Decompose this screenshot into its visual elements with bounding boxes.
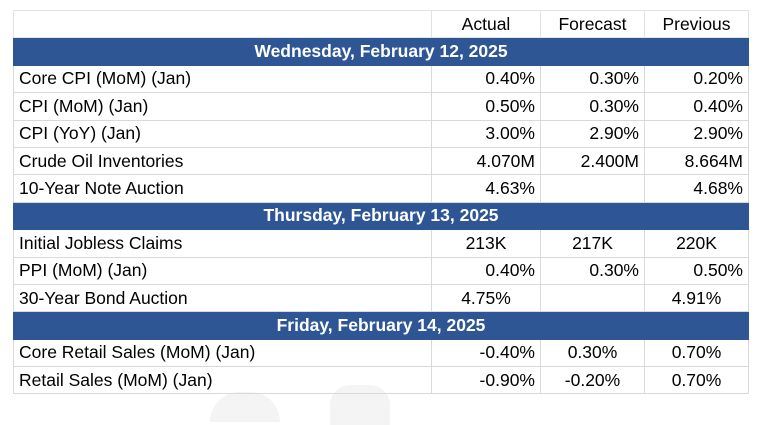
date-header-row: Thursday, February 13, 2025 xyxy=(13,201,749,231)
column-header-previous: Previous xyxy=(644,9,749,39)
date-header: Friday, February 14, 2025 xyxy=(13,311,749,340)
actual-value: -0.40% xyxy=(431,338,541,368)
actual-value: 0.40% xyxy=(431,256,541,285)
actual-value: 0.50% xyxy=(431,92,541,121)
actual-value: 4.63% xyxy=(431,174,541,203)
actual-value: 213K xyxy=(431,229,541,258)
date-header-row: Friday, February 14, 2025 xyxy=(13,311,749,340)
header-empty-cell xyxy=(13,9,432,39)
forecast-value: -0.20% xyxy=(540,366,645,395)
column-header-actual: Actual xyxy=(431,9,541,39)
table-row: 10-Year Note Auction 4.63% 4.68% xyxy=(13,174,749,203)
forecast-value: 2.400M xyxy=(540,146,645,176)
forecast-value: 0.30% xyxy=(540,92,645,121)
table-row: Initial Jobless Claims 213K 217K 220K xyxy=(13,229,749,258)
column-header-row: Actual Forecast Previous xyxy=(13,9,749,39)
previous-value: 0.40% xyxy=(644,92,749,121)
table-row: Retail Sales (MoM) (Jan) -0.90% -0.20% 0… xyxy=(13,366,749,395)
event-label: Initial Jobless Claims xyxy=(13,229,432,258)
event-label: PPI (MoM) (Jan) xyxy=(13,256,432,285)
date-header: Thursday, February 13, 2025 xyxy=(13,201,749,231)
table-row: CPI (MoM) (Jan) 0.50% 0.30% 0.40% xyxy=(13,92,749,121)
previous-value: 0.70% xyxy=(644,338,749,368)
table-row: 30-Year Bond Auction 4.75% 4.91% xyxy=(13,283,749,313)
forecast-value: 2.90% xyxy=(540,119,645,148)
table-row: Crude Oil Inventories 4.070M 2.400M 8.66… xyxy=(13,146,749,176)
previous-value: 8.664M xyxy=(644,146,749,176)
forecast-value: 0.30% xyxy=(540,256,645,285)
previous-value: 4.68% xyxy=(644,174,749,203)
actual-value: 4.75% xyxy=(431,283,541,313)
event-label: Core CPI (MoM) (Jan) xyxy=(13,64,432,94)
event-label: Core Retail Sales (MoM) (Jan) xyxy=(13,338,432,368)
previous-value: 0.20% xyxy=(644,64,749,94)
column-header-forecast: Forecast xyxy=(540,9,645,39)
date-header-row: Wednesday, February 12, 2025 xyxy=(13,37,749,66)
table-row: PPI (MoM) (Jan) 0.40% 0.30% 0.50% xyxy=(13,256,749,285)
economic-calendar-table: Actual Forecast Previous Wednesday, Febr… xyxy=(13,9,749,395)
event-label: CPI (MoM) (Jan) xyxy=(13,92,432,121)
table-row: Core CPI (MoM) (Jan) 0.40% 0.30% 0.20% xyxy=(13,64,749,94)
actual-value: 3.00% xyxy=(431,119,541,148)
previous-value: 2.90% xyxy=(644,119,749,148)
actual-value: 4.070M xyxy=(431,146,541,176)
event-label: CPI (YoY) (Jan) xyxy=(13,119,432,148)
forecast-value xyxy=(540,174,645,203)
forecast-value xyxy=(540,283,645,313)
previous-value: 0.70% xyxy=(644,366,749,395)
event-label: Retail Sales (MoM) (Jan) xyxy=(13,366,432,395)
event-label: Crude Oil Inventories xyxy=(13,146,432,176)
event-label: 30-Year Bond Auction xyxy=(13,283,432,313)
previous-value: 220K xyxy=(644,229,749,258)
event-label: 10-Year Note Auction xyxy=(13,174,432,203)
previous-value: 0.50% xyxy=(644,256,749,285)
forecast-value: 217K xyxy=(540,229,645,258)
table-row: CPI (YoY) (Jan) 3.00% 2.90% 2.90% xyxy=(13,119,749,148)
date-header: Wednesday, February 12, 2025 xyxy=(13,37,749,66)
table-row: Core Retail Sales (MoM) (Jan) -0.40% 0.3… xyxy=(13,338,749,368)
forecast-value: 0.30% xyxy=(540,338,645,368)
actual-value: -0.90% xyxy=(431,366,541,395)
forecast-value: 0.30% xyxy=(540,64,645,94)
previous-value: 4.91% xyxy=(644,283,749,313)
actual-value: 0.40% xyxy=(431,64,541,94)
